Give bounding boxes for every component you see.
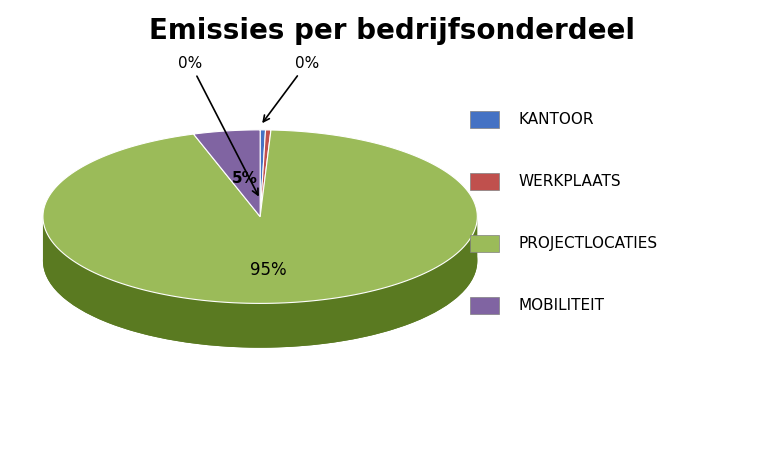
Ellipse shape [43,174,477,348]
Polygon shape [43,216,477,348]
Bar [470,173,499,189]
Text: 95%: 95% [249,261,286,279]
Text: WERKPLAATS: WERKPLAATS [518,174,621,189]
Text: Emissies per bedrijfsonderdeel: Emissies per bedrijfsonderdeel [149,18,635,46]
Text: KANTOOR: KANTOOR [518,112,594,127]
Bar [470,297,499,313]
Text: 0%: 0% [178,56,258,195]
Polygon shape [194,130,260,216]
Text: 5%: 5% [232,170,258,185]
Polygon shape [260,130,271,216]
Text: MOBILITEIT: MOBILITEIT [518,298,604,313]
Text: PROJECTLOCATIES: PROJECTLOCATIES [518,236,658,251]
Polygon shape [260,130,266,216]
Polygon shape [43,130,477,304]
Bar [470,111,499,128]
Text: 0%: 0% [263,56,319,122]
Bar [470,235,499,252]
